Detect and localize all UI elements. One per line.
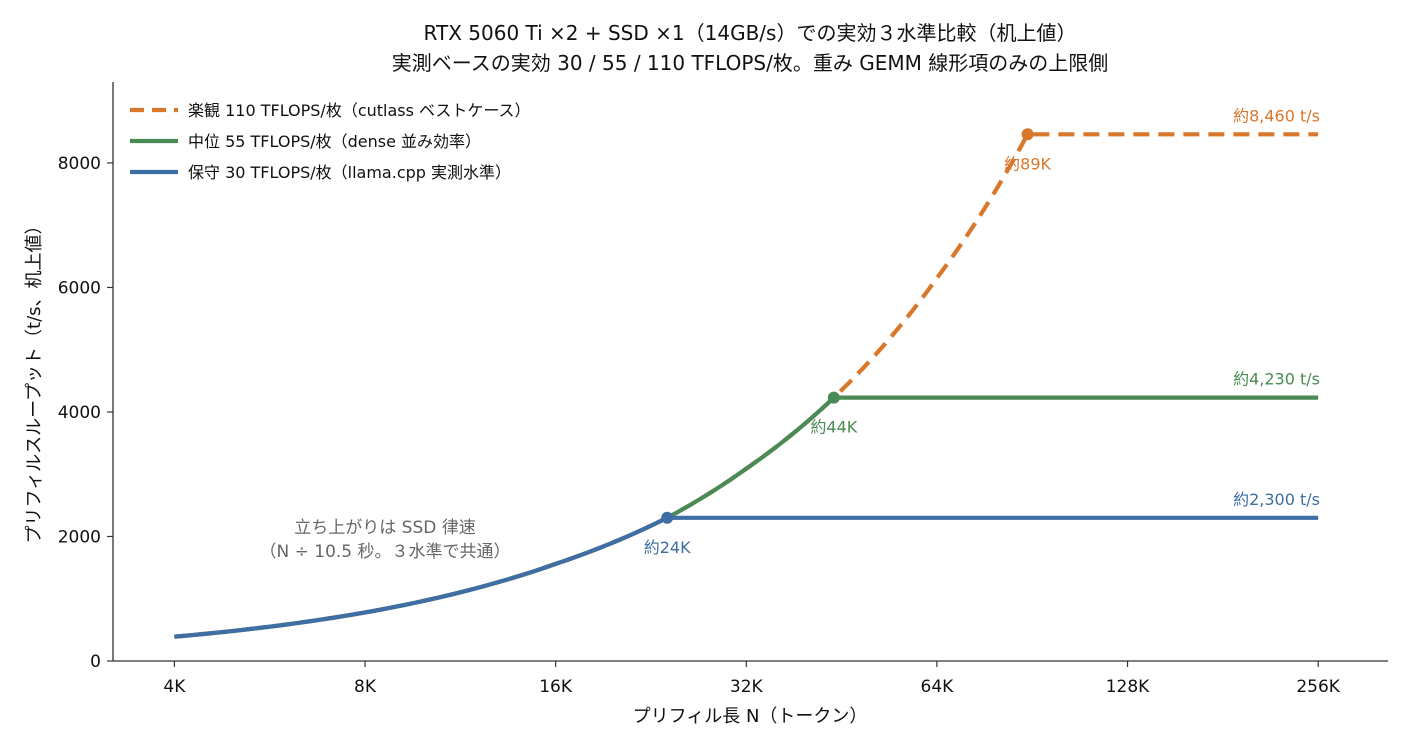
annotation-line-1: 立ち上がりは SSD 律速 — [294, 518, 475, 538]
y-axis-title: プリフィルスループット（t/s、机上値） — [24, 216, 45, 543]
x-tick-label: 64K — [921, 677, 955, 697]
x-tick-label: 4K — [163, 677, 186, 697]
y-tick-label: 4000 — [58, 403, 101, 423]
chart-subtitle: 実測ベースの実効 30 / 55 / 110 TFLOPS/枚。重み GEMM … — [392, 51, 1108, 75]
plateau-label: 約4,230 t/s — [1233, 370, 1320, 389]
legend-label-3: 保守 30 TFLOPS/枚（llama.cpp 実測水準） — [188, 163, 511, 182]
x-tick-label: 32K — [730, 677, 764, 697]
x-axis-title: プリフィル長 N（トークン） — [633, 706, 868, 727]
series-lines — [174, 132, 1319, 639]
knee-label: 約44K — [810, 418, 857, 437]
y-tick-label: 6000 — [58, 278, 101, 298]
x-tick-label: 128K — [1106, 677, 1150, 697]
plateau-label: 約8,460 t/s — [1233, 106, 1320, 125]
legend-label-2: 中位 55 TFLOPS/枚（dense 並み効率） — [188, 132, 481, 151]
y-tick-label: 8000 — [58, 154, 101, 174]
series-line-3 — [174, 515, 1319, 639]
knee-point — [827, 391, 840, 404]
x-tick-label: 8K — [354, 677, 377, 697]
annotation-line-2: （N ÷ 10.5 秒。３水準で共通） — [259, 542, 510, 562]
plateau-label: 約2,300 t/s — [1233, 490, 1320, 509]
x-tick-label: 16K — [539, 677, 573, 697]
knee-point — [1021, 128, 1034, 141]
annotations: 約24K 約44K 約89K 約8,460 t/s 約4,230 t/s 約2,300 t… — [259, 106, 1320, 562]
knee-point — [661, 511, 674, 524]
legend-label-1: 楽観 110 TFLOPS/枚（cutlass ベストケース） — [188, 101, 531, 120]
knee-label: 約89K — [1004, 154, 1051, 173]
x-tick-label: 256K — [1296, 677, 1340, 697]
y-tick-label: 2000 — [58, 527, 101, 547]
y-tick-label: 0 — [90, 652, 101, 672]
knee-label: 約24K — [644, 538, 691, 557]
chart-title: RTX 5060 Ti ×2 + SSD ×1（14GB/s）での実効３水準比較… — [424, 21, 1077, 45]
legend: 楽観 110 TFLOPS/枚（cutlass ベストケース） 中位 55 TFL… — [130, 101, 531, 182]
axes: 4K 8K 16K 32K 64K 128K 256K 0 2000 4000 6000 8000 — [58, 82, 1388, 697]
